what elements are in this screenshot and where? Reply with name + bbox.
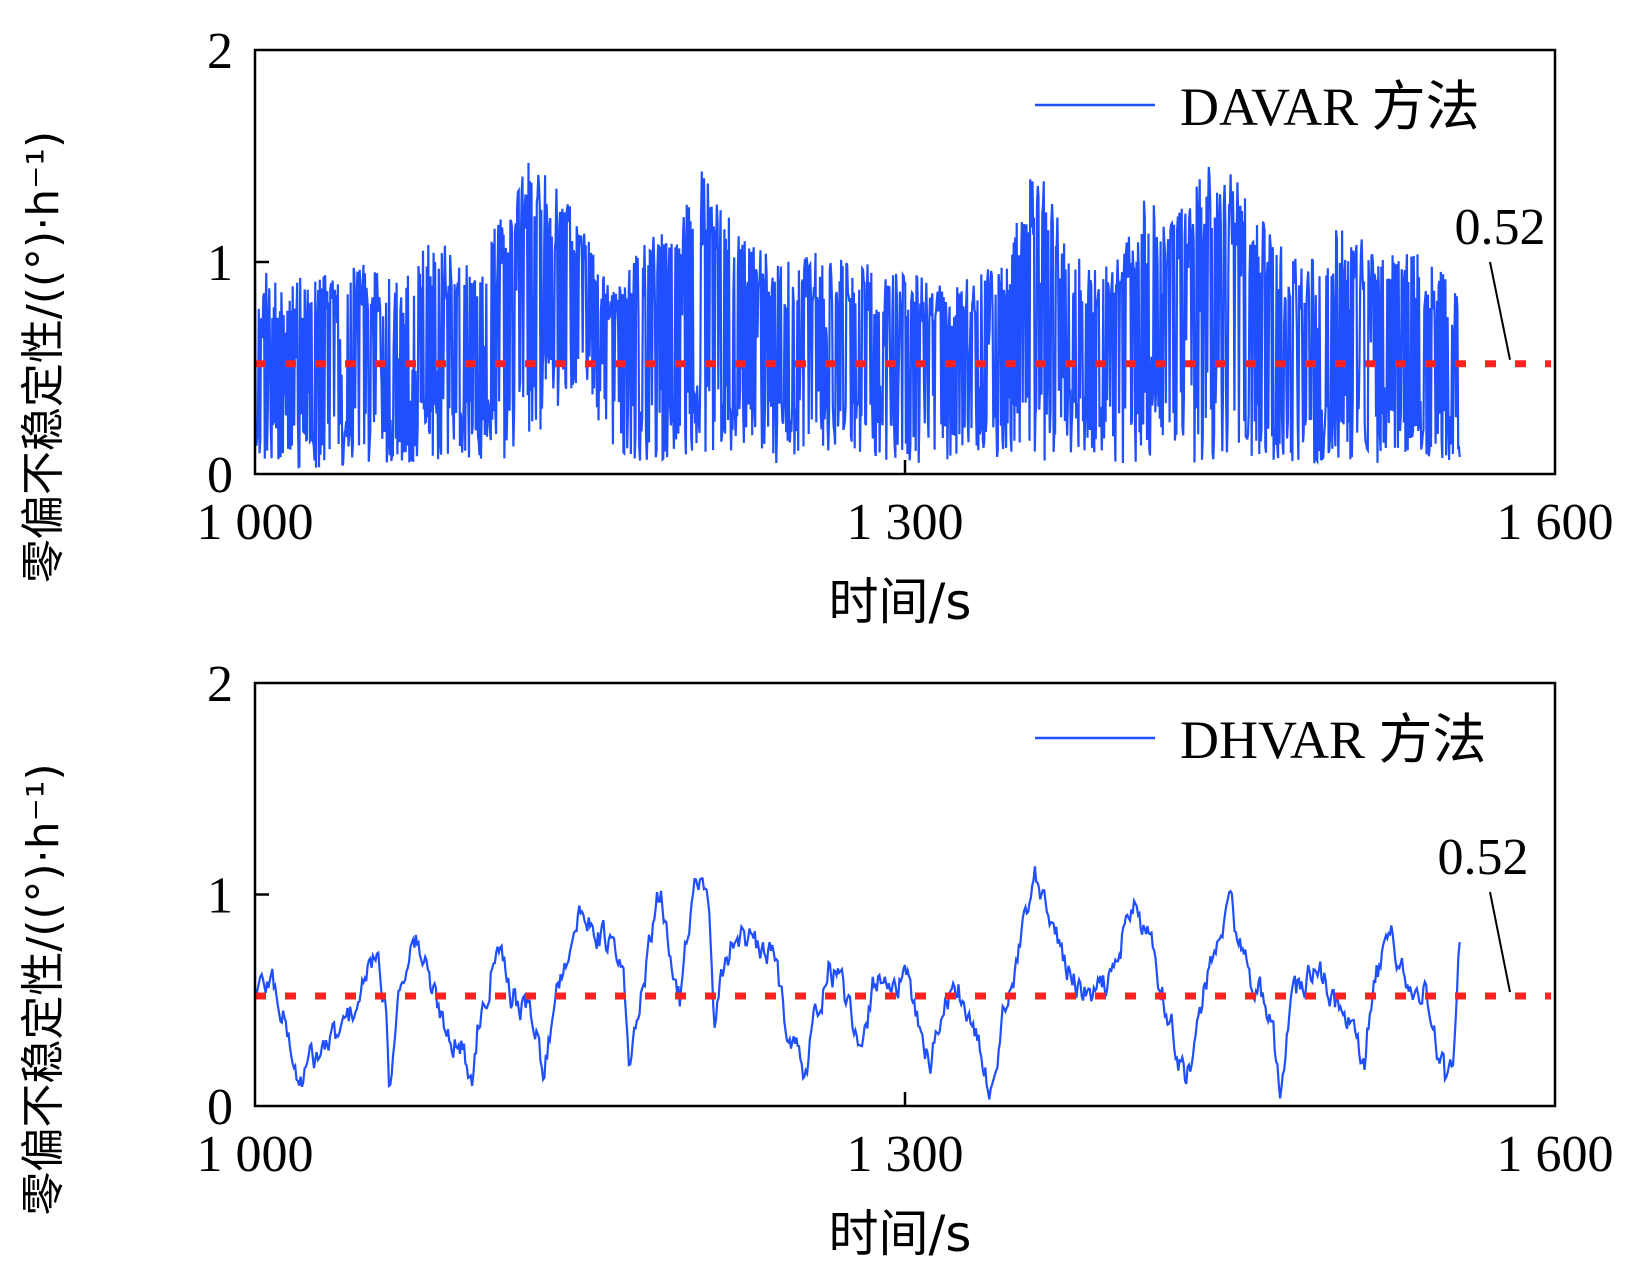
y-tick-label: 0 (207, 1079, 233, 1136)
chart-panel-top: 0.52 0 1 2 1 000 1 300 1 600 时间/s 零偏不稳定性/((°)·h⁻… (18, 23, 1614, 631)
x-tick-label: 1 000 (197, 494, 314, 551)
y-tick-label: 1 (207, 235, 233, 292)
y-tick-label: 2 (207, 23, 233, 80)
y-tick-label: 0 (207, 447, 233, 504)
x-axis-label: 时间/s (829, 573, 972, 631)
x-axis-label: 时间/s (829, 1205, 972, 1263)
y-axis-label: 零偏不稳定性/((°)·h⁻¹) (18, 131, 69, 583)
legend-label: DAVAR 方法 (1180, 77, 1480, 137)
threshold-label: 0.52 (1438, 829, 1529, 886)
threshold-pointer (1489, 891, 1511, 993)
x-tick-label: 1 600 (1497, 494, 1614, 551)
y-tick-label: 1 (207, 868, 233, 925)
series-line-davar (255, 162, 1461, 470)
chart-panel-bottom: 0.52 0 1 2 1 000 1 300 1 600 时间/s 零偏不稳定性/((°)·h⁻… (18, 656, 1614, 1263)
x-tick-label: 1 600 (1497, 1126, 1614, 1183)
y-axis-label: 零偏不稳定性/((°)·h⁻¹) (18, 763, 69, 1215)
x-tick-label: 1 000 (197, 1126, 314, 1183)
threshold-label: 0.52 (1455, 199, 1546, 256)
x-tick-label: 1 300 (847, 494, 964, 551)
legend-label: DHVAR 方法 (1180, 710, 1487, 770)
series-line-dhvar (255, 866, 1461, 1100)
y-tick-label: 2 (207, 656, 233, 713)
threshold-pointer (1489, 261, 1511, 360)
x-tick-label: 1 300 (847, 1126, 964, 1183)
